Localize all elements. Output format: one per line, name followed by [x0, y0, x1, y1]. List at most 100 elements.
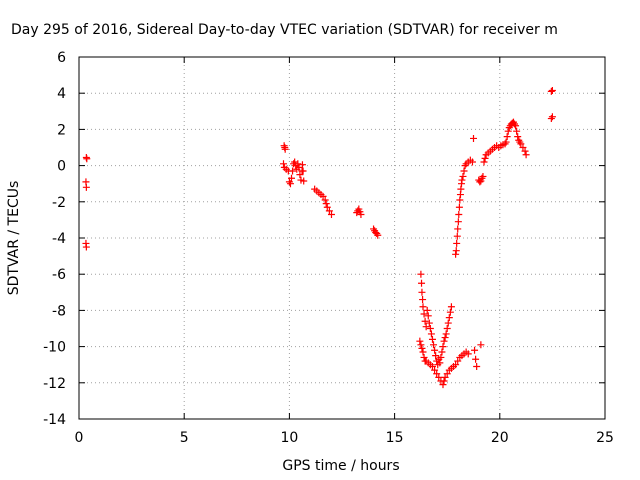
- x-tick-label: 25: [596, 430, 614, 446]
- plot-frame: [78, 56, 606, 420]
- data-point: [514, 133, 522, 141]
- data-point: [454, 357, 462, 365]
- data-point: [431, 346, 439, 354]
- data-point: [437, 353, 445, 361]
- data-point: [513, 127, 521, 135]
- data-point: [444, 319, 452, 327]
- data-point: [464, 350, 472, 358]
- data-point: [456, 196, 464, 204]
- x-tick-label: 15: [386, 430, 404, 446]
- data-point: [480, 158, 488, 166]
- data-point: [503, 133, 511, 141]
- data-point: [458, 176, 466, 184]
- data-point: [519, 144, 527, 151]
- data-point: [319, 192, 327, 200]
- data-point: [473, 363, 481, 371]
- axis-ticks: [78, 56, 606, 420]
- y-tick-label: -10: [43, 340, 66, 356]
- data-point: [280, 142, 288, 150]
- data-point: [452, 361, 460, 369]
- data-point: [479, 172, 487, 180]
- data-point: [454, 218, 462, 226]
- y-tick-label: 2: [57, 122, 66, 138]
- x-axis-title: GPS time / hours: [282, 458, 399, 474]
- data-point: [428, 335, 436, 343]
- data-point: [470, 134, 477, 142]
- data-point: [438, 348, 446, 356]
- data-point: [289, 167, 297, 175]
- y-axis-title: SDTVAR / TECUs: [6, 181, 22, 296]
- data-point: [82, 243, 90, 251]
- data-point: [477, 341, 485, 349]
- y-tick-label: -6: [52, 267, 66, 283]
- data-point: [453, 239, 461, 247]
- data-point: [428, 363, 436, 371]
- data-point: [522, 151, 530, 159]
- data-point: [288, 174, 296, 182]
- data-point: [455, 203, 463, 211]
- y-tick-label: -4: [52, 231, 66, 247]
- data-point: [446, 308, 454, 316]
- data-point: [427, 330, 435, 338]
- data-point: [548, 113, 556, 121]
- data-point: [295, 163, 303, 171]
- y-tick-label: 4: [57, 86, 66, 102]
- data-point: [436, 359, 444, 367]
- data-point: [418, 344, 426, 352]
- data-point: [442, 330, 450, 338]
- data-point: [547, 115, 555, 123]
- x-tick-label: 10: [280, 430, 298, 446]
- data-point: [419, 303, 427, 311]
- data-point: [417, 341, 425, 349]
- data-point: [455, 210, 463, 218]
- data-point: [422, 323, 430, 331]
- data-point: [83, 155, 91, 163]
- data-point: [521, 147, 529, 155]
- data-point: [419, 348, 427, 356]
- data-point: [280, 160, 288, 168]
- data-point: [432, 352, 440, 360]
- data-point: [548, 86, 556, 94]
- data-point: [461, 162, 469, 170]
- data-point: [452, 247, 460, 255]
- data-point: [300, 177, 308, 185]
- data-point: [426, 325, 434, 332]
- data-point: [431, 366, 439, 374]
- data-point: [418, 279, 426, 287]
- data-point: [502, 138, 510, 146]
- data-point: [439, 343, 447, 351]
- data-point: [452, 250, 460, 258]
- y-tick-label: -2: [52, 195, 66, 211]
- data-point: [441, 373, 449, 381]
- y-tick-label: -12: [43, 376, 66, 392]
- data-point: [445, 314, 453, 322]
- x-tick-label: 5: [180, 430, 189, 446]
- data-point: [504, 127, 512, 135]
- data-point: [547, 87, 555, 95]
- y-tick-label: 6: [57, 50, 66, 66]
- x-tick-label: 0: [75, 430, 84, 446]
- x-tick-labels: 0 5 10 15 20 25: [75, 430, 614, 446]
- chart-title: Day 295 of 2016, Sidereal Day-to-day VTE…: [11, 22, 558, 38]
- data-point: [472, 355, 480, 363]
- data-point: [459, 172, 467, 180]
- grid: [79, 57, 605, 419]
- data-point: [294, 160, 302, 168]
- data-point: [323, 203, 331, 211]
- data-point: [420, 310, 428, 318]
- data-point: [457, 185, 465, 193]
- data-point: [419, 296, 427, 304]
- data-point: [481, 154, 489, 162]
- data-point: [471, 346, 479, 354]
- data-point: [357, 210, 365, 218]
- data-point: [460, 167, 468, 175]
- data-point: [82, 183, 90, 191]
- data-point: [281, 145, 289, 153]
- data-point: [417, 270, 425, 278]
- x-tick-label: 20: [491, 430, 509, 446]
- data-point: [423, 306, 431, 314]
- y-tick-label: -8: [52, 303, 66, 319]
- data-point: [286, 180, 294, 188]
- data-point: [440, 337, 448, 345]
